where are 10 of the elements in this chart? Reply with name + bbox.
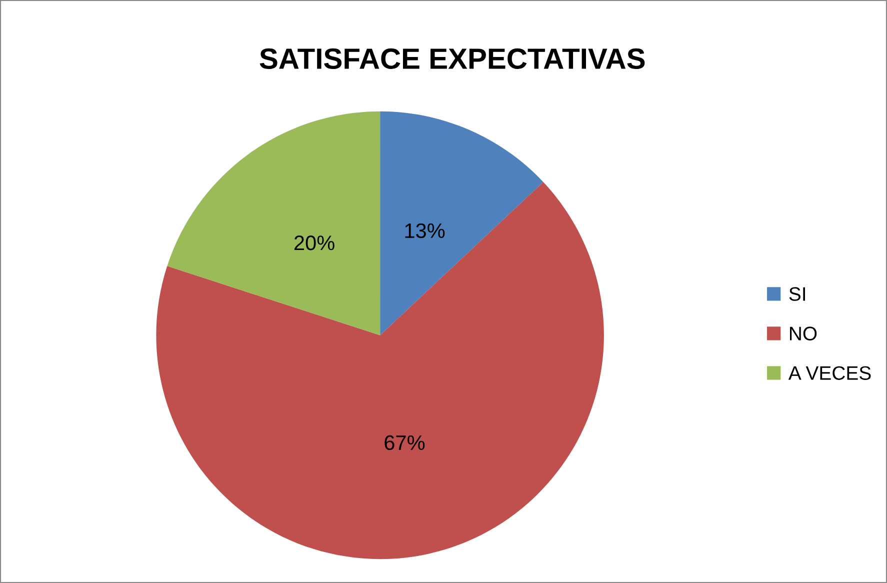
data-label: 13% [405, 223, 445, 238]
data-label: 20% [294, 236, 334, 250]
pie-slice [156, 182, 604, 560]
legend-label: A VECES [788, 366, 871, 380]
chart-title: SATISFACE EXPECTATIVAS [260, 48, 645, 70]
legend-label: NO [790, 326, 817, 340]
pie-slice [380, 111, 544, 336]
pie-slice [167, 111, 380, 336]
data-label: 67% [384, 435, 425, 450]
legend-label: SI [789, 287, 805, 301]
